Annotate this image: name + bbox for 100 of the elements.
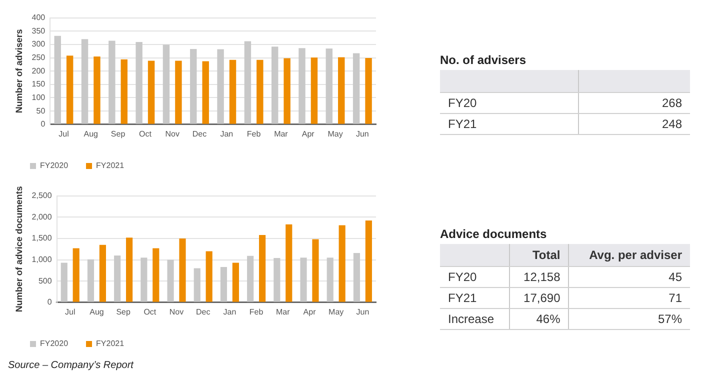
text: No. of advisers (440, 53, 528, 67)
bar (175, 60, 182, 124)
bar (353, 252, 360, 302)
text: 46% (536, 312, 560, 326)
x-tick-label: Jul (65, 307, 76, 316)
bar (120, 59, 128, 124)
bar (284, 58, 290, 124)
category-label: Avg. per adviser (568, 244, 690, 266)
text: 248 (662, 117, 682, 131)
category-label: FY20 (448, 270, 477, 284)
y-tick-label: 150 (32, 80, 46, 89)
category-label: Increase (448, 312, 494, 326)
x-tick-label: Dec (192, 129, 207, 138)
x-tick-label: Mar (276, 307, 290, 316)
bar (271, 46, 278, 124)
y-axis-title: Number of advice documents (14, 186, 24, 312)
bar (54, 36, 61, 124)
category-label: FY21 (448, 291, 477, 305)
bar (87, 259, 94, 302)
legend-label: FY2021 (96, 161, 125, 170)
y-tick-label: 1,500 (32, 234, 52, 243)
category-label: Total (509, 244, 569, 266)
y-tick-label: 1,000 (32, 254, 52, 264)
legend-label: FY2020 (40, 339, 69, 348)
bar (66, 56, 74, 124)
bar (259, 235, 266, 302)
bar (365, 58, 372, 124)
bar (72, 248, 80, 302)
x-tick-label: Mar (274, 129, 288, 138)
x-tick-label: Jul (58, 129, 70, 138)
bar (244, 41, 252, 124)
bar (338, 57, 345, 124)
x-tick-label: Oct (144, 307, 157, 316)
x-tick-label: Apr (302, 129, 315, 138)
text: 57% (658, 312, 682, 326)
bar (202, 61, 209, 124)
bar (108, 40, 116, 124)
x-tick-label: Nov (169, 307, 184, 316)
bar (256, 60, 264, 124)
bar (247, 256, 254, 302)
bar (232, 262, 239, 302)
x-tick-label: Feb (249, 307, 264, 316)
y-tick-label: 300 (32, 40, 46, 49)
x-tick-label: Jan (220, 129, 234, 138)
legend-label: FY2021 (96, 339, 125, 348)
bar (81, 39, 88, 124)
bar (338, 225, 346, 302)
bar (298, 48, 306, 124)
text: 71 (668, 291, 682, 305)
y-tick-label: 200 (32, 66, 46, 76)
y-tick-label: 500 (38, 276, 52, 286)
text: 45 (668, 270, 682, 284)
bar (99, 244, 106, 302)
x-tick-label: Jun (356, 129, 369, 138)
bar (312, 239, 319, 302)
x-tick-label: Dec (196, 307, 210, 316)
category-label: FY21 (448, 117, 477, 131)
x-tick-label: May (328, 129, 343, 138)
x-tick-label: Feb (246, 129, 262, 138)
bar (274, 258, 280, 302)
y-tick-label: 100 (32, 92, 46, 102)
bar (94, 56, 100, 124)
text: 17,690 (524, 291, 560, 305)
y-tick-label: 0 (40, 120, 46, 129)
bar (126, 238, 133, 302)
bar (220, 267, 228, 302)
x-tick-label: Aug (84, 129, 98, 138)
x-tick-label: Oct (138, 129, 152, 138)
bar (229, 60, 236, 124)
bar (60, 262, 68, 302)
bar (326, 258, 334, 302)
x-tick-label: May (328, 307, 344, 316)
y-tick-label: 50 (36, 106, 46, 116)
x-tick-label: Sep (110, 129, 126, 138)
text: Advice documents (440, 227, 548, 241)
x-tick-label: Jun (356, 307, 370, 316)
legend-label: FY2020 (40, 161, 69, 170)
x-tick-label: Apr (303, 307, 316, 316)
bar (326, 48, 333, 124)
bar (162, 44, 170, 124)
y-tick-label: 2,500 (32, 191, 52, 200)
y-tick-label: 400 (32, 13, 46, 22)
bar (114, 255, 121, 302)
bar (152, 248, 160, 302)
y-axis-title: Number of advisers (14, 29, 24, 114)
x-tick-label: Aug (90, 307, 104, 316)
text: 268 (662, 96, 682, 110)
bar (167, 260, 174, 302)
bar (136, 42, 142, 124)
bar (217, 49, 224, 124)
y-tick-label: 2,000 (32, 212, 52, 222)
x-tick-label: Nov (165, 129, 180, 138)
bar (194, 268, 200, 302)
bar (286, 224, 292, 302)
bar (179, 238, 186, 302)
bar (352, 53, 360, 124)
y-tick-label: 350 (32, 26, 46, 36)
bar (140, 258, 148, 302)
text: 12,158 (524, 270, 560, 284)
x-tick-label: Sep (116, 307, 131, 316)
